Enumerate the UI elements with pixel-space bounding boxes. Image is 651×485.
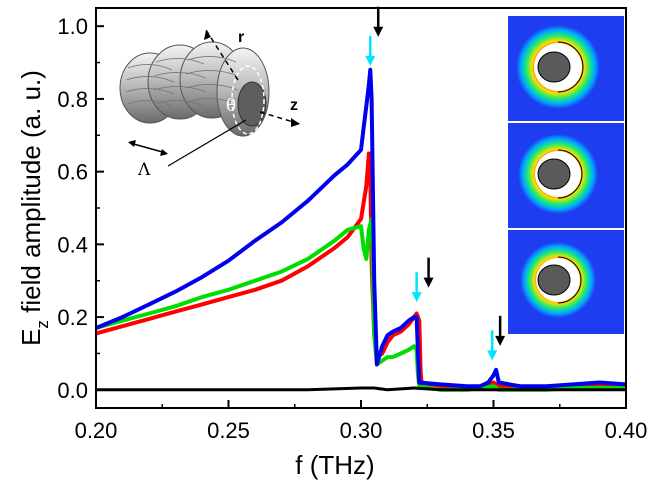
inset-label-lambda: Λ: [137, 160, 151, 180]
r-axis-line: [205, 29, 239, 81]
y-axis-title-sub: z: [33, 320, 52, 329]
y-tick-label: 1.0: [57, 14, 88, 39]
pitch-arrow-head-right: [160, 149, 168, 156]
pitch-arrow-line: [129, 142, 167, 154]
annotation-arrow: [495, 315, 506, 346]
series-line-1: [96, 151, 626, 390]
y-tick-label: 0.8: [57, 87, 88, 112]
z-axis-arrowhead: [291, 118, 300, 127]
annotation-arrow: [487, 330, 498, 361]
series-line-4: [96, 386, 626, 392]
r-axis-arrowhead: [204, 30, 211, 40]
y-tick-label: 0.2: [57, 305, 88, 330]
inset-label-z: z: [290, 97, 298, 114]
z-axis-line: [259, 111, 301, 125]
arrow-layer: [365, 6, 506, 361]
pitch-arrow-head-left: [128, 140, 136, 147]
inset-label-r: r: [238, 29, 244, 46]
series-line-2: [96, 216, 626, 392]
field-map-panel-2: [508, 123, 624, 228]
x-tick-label: 0.20: [75, 418, 118, 443]
x-tick-label: 0.30: [340, 418, 383, 443]
y-tick-label: 0.6: [57, 160, 88, 185]
helix-inset: r z θ Λ: [119, 29, 301, 180]
series-layer: [96, 67, 626, 392]
x-tick-label: 0.40: [605, 418, 648, 443]
series-line-3: [96, 67, 626, 389]
y-axis-title: Ez field amplitude (a. u.): [16, 70, 52, 346]
inset-label-theta: θ: [226, 96, 236, 116]
field-map-panel-3: [508, 230, 624, 334]
x-tick-label: 0.25: [207, 418, 250, 443]
helix-tube: [119, 41, 270, 137]
field-map-panel-1: [508, 16, 624, 121]
annotation-arrow: [365, 35, 376, 66]
field-map-panels: [508, 16, 624, 334]
y-tick-label: 0.4: [57, 232, 88, 257]
annotation-arrow: [373, 6, 384, 37]
y-axis-title-rest: field amplitude (a. u.): [16, 70, 46, 320]
y-axis-title-main: E: [16, 329, 46, 346]
pointer-line: [167, 119, 247, 167]
annotation-arrow: [423, 257, 434, 288]
x-tick-label: 0.35: [472, 418, 515, 443]
tick-layer: 0.20 0.25 0.30 0.35 0.40 0.0 0.2 0.4 0.6 0.8 1.0: [57, 14, 647, 443]
annotation-arrow: [411, 272, 422, 303]
x-axis-title: f (THz): [295, 450, 374, 480]
y-tick-label: 0.0: [57, 378, 88, 403]
